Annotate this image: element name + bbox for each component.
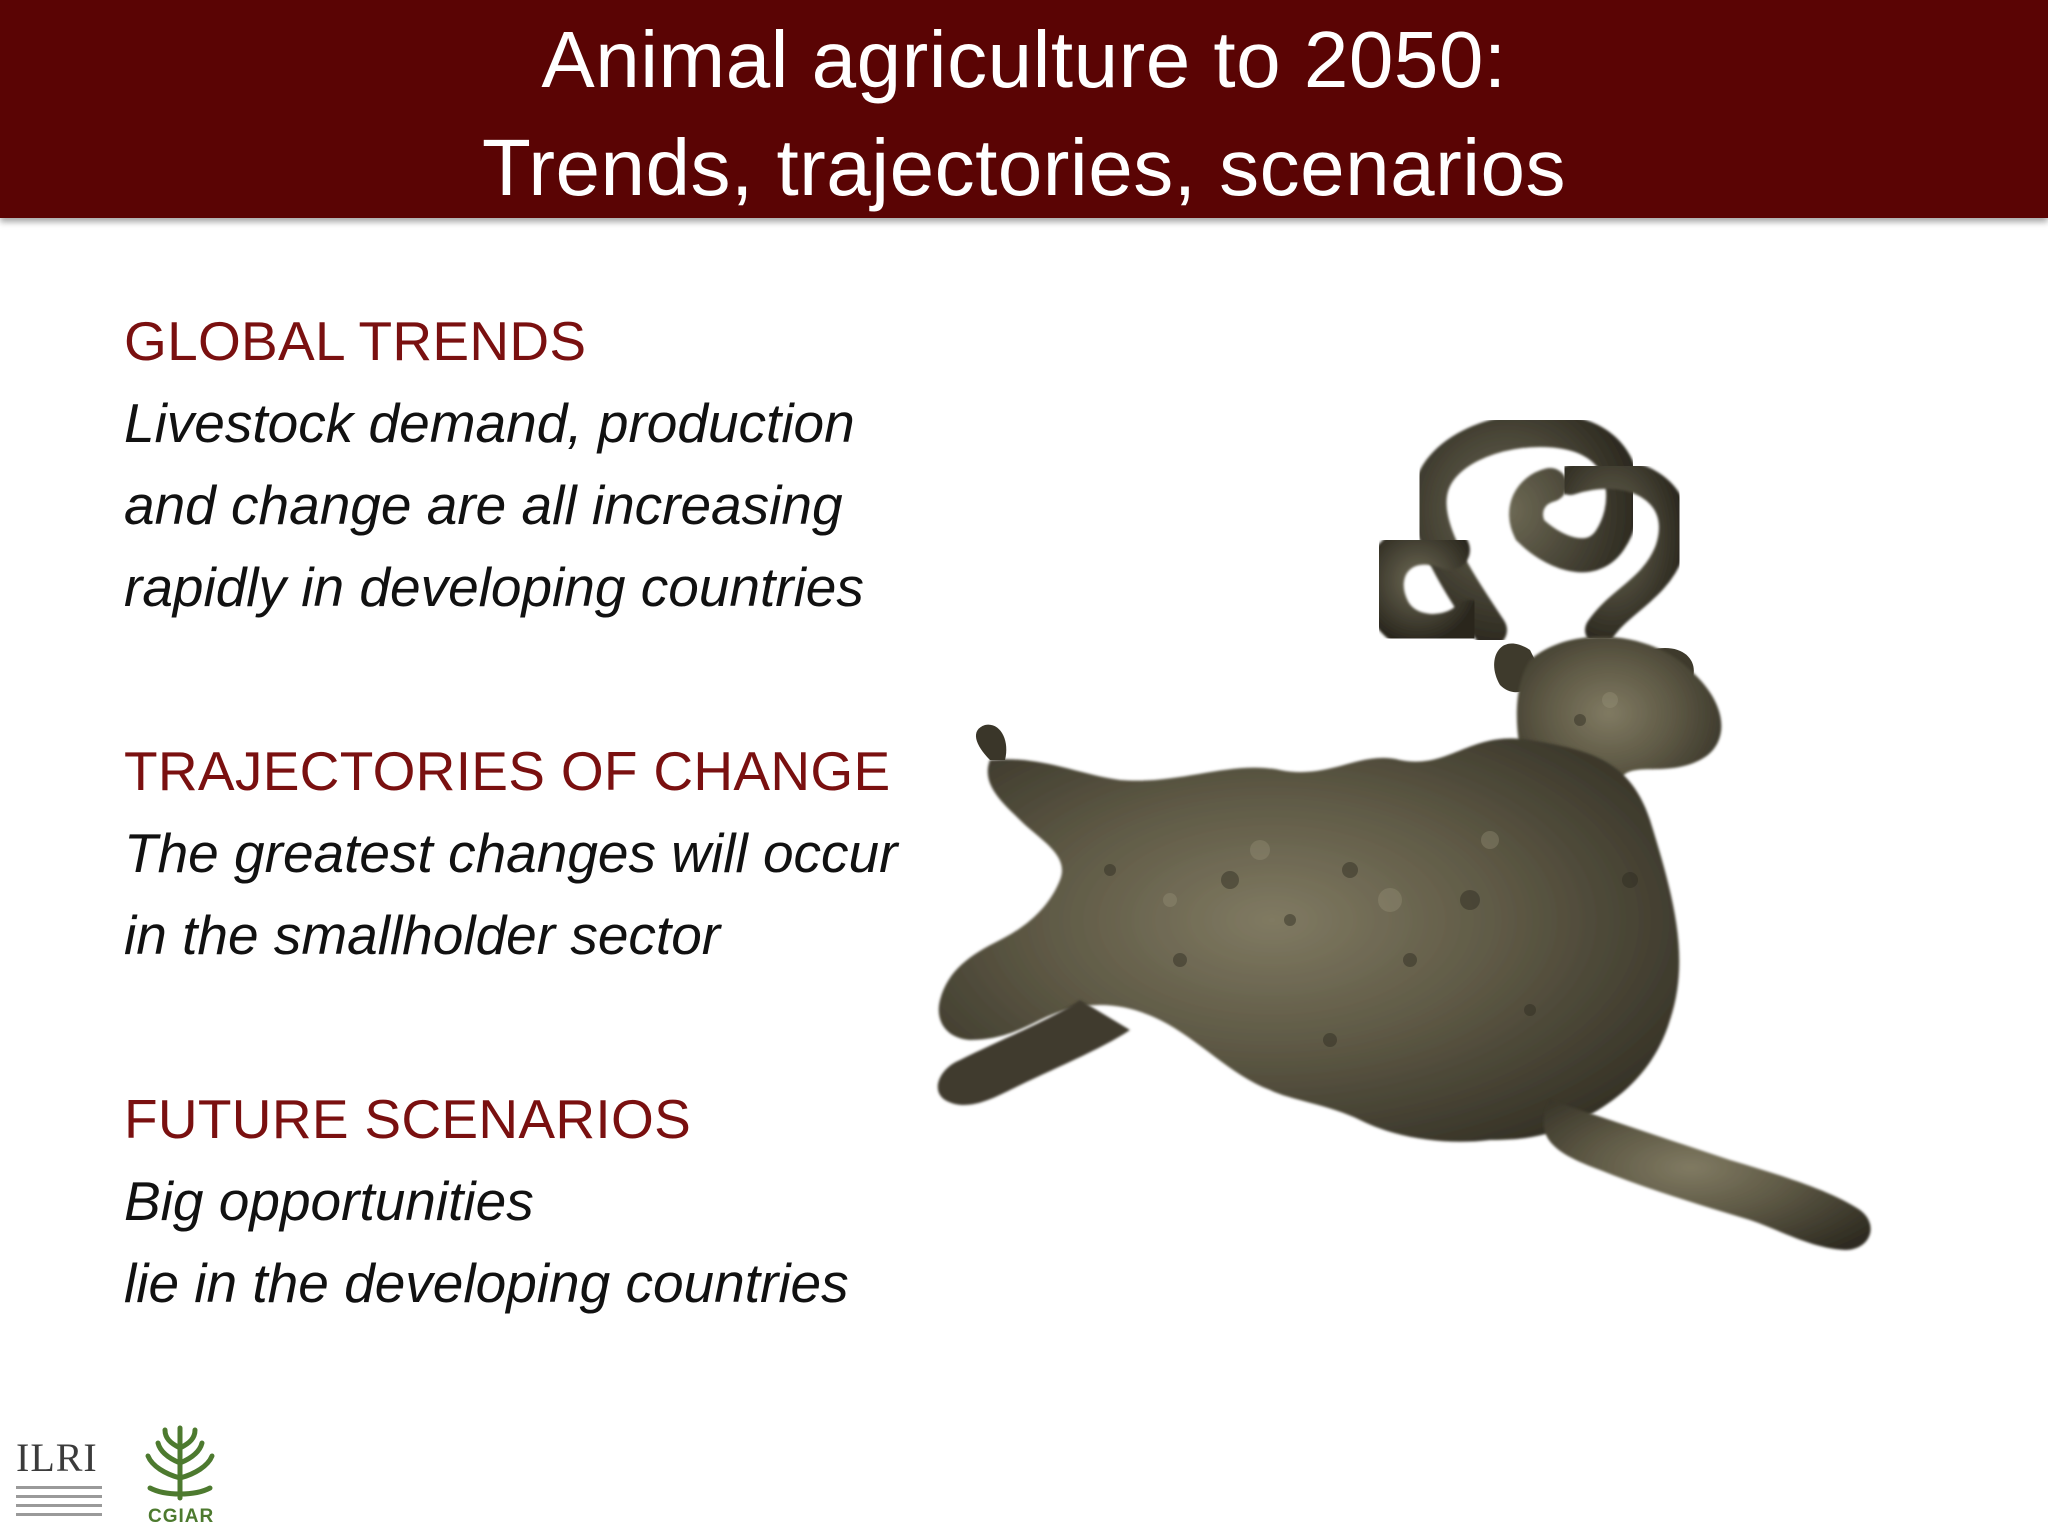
slide-header: Animal agriculture to 2050: Trends, traj… xyxy=(0,0,2048,218)
footer-logos: ILRI CGIAR xyxy=(12,1418,232,1530)
bronze-goat-figurine-image xyxy=(930,400,1990,1260)
cgiar-logo-text: CGIAR xyxy=(148,1506,215,1527)
section-future-scenarios: FUTURE SCENARIOS Big opportunities lie i… xyxy=(124,1078,849,1324)
section-heading: FUTURE SCENARIOS xyxy=(124,1088,692,1150)
slide-title-line-1: Animal agriculture to 2050: xyxy=(541,15,1507,104)
section-text-line: in the smallholder sector xyxy=(124,904,721,966)
ilri-logo-text: ILRI xyxy=(16,1435,98,1480)
ilri-logo-subtitle xyxy=(16,1486,102,1528)
cgiar-wheat-icon xyxy=(145,1425,215,1501)
section-heading: GLOBAL TRENDS xyxy=(124,310,587,372)
section-global-trends: GLOBAL TRENDS Livestock demand, producti… xyxy=(124,300,864,628)
section-text-line: rapidly in developing countries xyxy=(124,556,864,618)
cgiar-logo: CGIAR xyxy=(130,1418,230,1530)
section-trajectories: TRAJECTORIES OF CHANGE The greatest chan… xyxy=(124,730,897,976)
section-text-line: and change are all increasing xyxy=(124,474,843,536)
section-text-line: Big opportunities xyxy=(124,1170,534,1232)
section-heading: TRAJECTORIES OF CHANGE xyxy=(124,740,891,802)
goat-figurine-icon xyxy=(937,413,1871,1250)
section-text-line: Livestock demand, production xyxy=(124,392,855,454)
section-text-line: The greatest changes will occur xyxy=(124,822,898,884)
slide-title-line-2: Trends, trajectories, scenarios xyxy=(481,123,1567,212)
ilri-logo: ILRI xyxy=(12,1428,104,1528)
section-text-line: lie in the developing countries xyxy=(124,1252,849,1314)
